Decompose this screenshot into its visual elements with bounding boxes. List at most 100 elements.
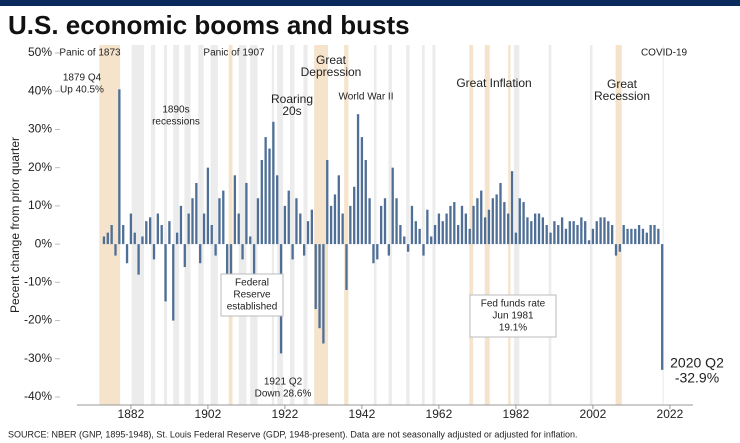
bar — [433, 225, 437, 245]
y-tick-label: 40% — [28, 83, 52, 97]
bar — [453, 202, 456, 245]
bar — [480, 190, 483, 245]
shaded-period — [484, 45, 490, 405]
bar — [572, 221, 575, 245]
annotation: Great Inflation — [456, 76, 531, 90]
bar — [510, 171, 514, 245]
annotation: Recession — [594, 89, 650, 103]
x-tick-label: 2022 — [657, 407, 684, 421]
annotation: COVID-19 — [641, 48, 688, 59]
y-tick-label: 50% — [28, 45, 52, 59]
bar — [637, 225, 641, 245]
shaded-period — [406, 45, 410, 405]
bar — [341, 213, 344, 245]
bar — [641, 228, 645, 245]
shaded-period — [228, 45, 233, 405]
bar — [610, 225, 614, 245]
bar — [576, 225, 579, 245]
bar — [114, 244, 117, 256]
y-tick-label: 20% — [28, 160, 52, 174]
bar — [418, 228, 421, 245]
bar — [295, 198, 298, 245]
bar — [291, 244, 294, 260]
bar — [133, 232, 136, 245]
y-tick-label: 30% — [28, 122, 52, 136]
bar — [653, 225, 656, 245]
shaded-period — [164, 45, 168, 405]
bar — [476, 198, 479, 245]
annotation: 20s — [282, 104, 301, 118]
bar — [210, 225, 213, 245]
y-tick-label: -40% — [24, 389, 52, 403]
bar — [372, 244, 375, 264]
bar — [326, 160, 329, 245]
bar — [383, 198, 387, 245]
annotation: Reserve — [233, 290, 271, 301]
bar — [391, 167, 394, 245]
annotation: Fed funds rate — [481, 299, 546, 310]
bar — [522, 202, 525, 245]
shaded-period — [198, 45, 204, 405]
y-axis-label: Pecent change from prior quarter — [8, 137, 22, 313]
bar — [264, 137, 267, 245]
bar — [245, 182, 248, 245]
shaded-period — [589, 45, 593, 405]
bar — [503, 202, 506, 245]
bar — [141, 236, 144, 245]
annotation: Up 40.5% — [60, 85, 104, 96]
bar — [318, 244, 321, 329]
bar — [106, 232, 109, 245]
bar — [560, 217, 564, 245]
y-tick-label: 10% — [28, 198, 52, 212]
bar — [422, 244, 425, 256]
shaded-period — [277, 45, 283, 405]
bar — [584, 221, 587, 245]
bar — [195, 182, 198, 245]
bar — [299, 213, 302, 245]
annotation: 1879 Q4 — [63, 73, 102, 84]
bar — [441, 221, 444, 245]
bar — [172, 244, 175, 321]
bar — [580, 217, 583, 245]
bar — [276, 175, 279, 245]
annotation: recessions — [152, 117, 200, 128]
shaded-period — [388, 45, 392, 405]
bar — [229, 244, 233, 290]
bar — [410, 205, 414, 245]
bar — [199, 244, 202, 264]
shaded-period — [615, 45, 622, 405]
annotation: 1890s — [162, 105, 189, 116]
bar — [379, 205, 383, 245]
bar — [483, 217, 487, 245]
bar — [533, 213, 537, 245]
bar — [599, 217, 602, 245]
bar — [591, 228, 595, 245]
shaded-period — [131, 45, 144, 405]
x-tick-label: 1962 — [426, 407, 453, 421]
shaded-period — [421, 45, 425, 405]
annotation: Federal — [235, 278, 269, 289]
bar — [564, 228, 568, 245]
x-tick-label: 1902 — [195, 407, 222, 421]
shaded-period — [548, 45, 552, 405]
bar — [587, 240, 591, 245]
bar — [456, 225, 460, 245]
bar — [518, 198, 521, 245]
bar — [368, 198, 371, 245]
x-tick-label: 1922 — [272, 407, 299, 421]
bar — [168, 221, 171, 245]
bar — [237, 213, 240, 245]
bar — [403, 236, 406, 245]
bar — [272, 121, 275, 245]
bar — [595, 221, 598, 245]
annotation: -32.9% — [675, 370, 719, 386]
x-tick-label: 2002 — [580, 407, 607, 421]
bar — [649, 225, 652, 245]
shaded-period — [250, 45, 258, 405]
bar — [568, 221, 571, 245]
bar — [468, 228, 471, 245]
bar — [337, 175, 340, 245]
bar — [202, 213, 206, 245]
shaded-period — [373, 45, 377, 405]
bar — [129, 213, 133, 245]
